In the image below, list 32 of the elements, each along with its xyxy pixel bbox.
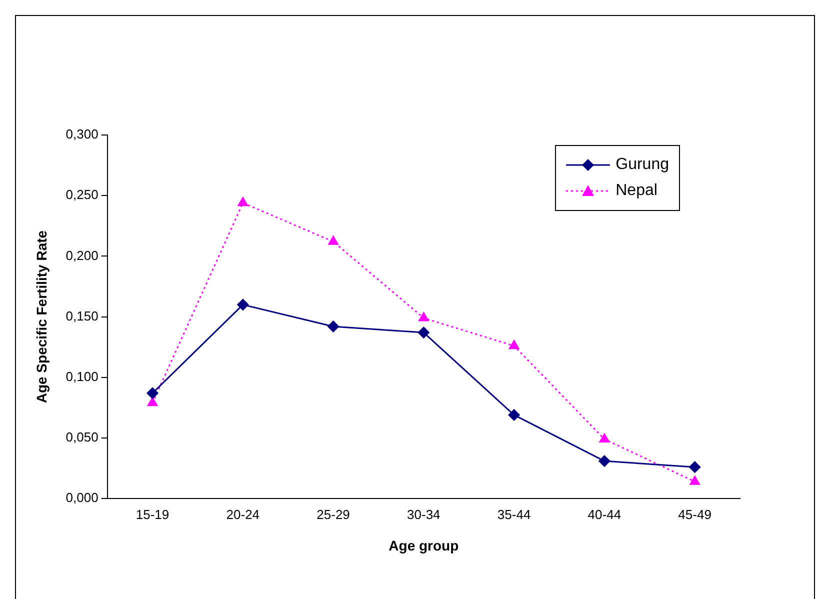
x-tick-label: 15-19 (136, 506, 170, 522)
point (146, 387, 158, 399)
point (690, 476, 700, 485)
point (598, 455, 610, 467)
y-tick-label: 0,250 (66, 187, 98, 202)
point (147, 397, 158, 406)
y-tick-label: 0,150 (66, 308, 98, 324)
legend-label: Gurung (616, 156, 669, 174)
point (689, 461, 701, 473)
x-axis-title: Age group (388, 537, 459, 554)
x-tick-label: 40-44 (588, 506, 622, 522)
x-tick-label: 45-49 (678, 506, 712, 522)
point (328, 236, 338, 245)
x-tick-label: 25-29 (316, 506, 350, 522)
y-tick-label: 0,300 (66, 126, 98, 142)
point (237, 298, 249, 310)
x-tick-label: 35-44 (497, 506, 531, 522)
x-tick-label: 30-34 (407, 506, 440, 522)
point (418, 326, 430, 338)
point (418, 312, 429, 322)
y-axis-title: Age Specific Fertility Rate (33, 230, 50, 404)
point (328, 320, 340, 332)
legend-label: Nepal (616, 182, 658, 200)
point (508, 409, 520, 421)
y-tick-label: 0,000 (66, 490, 98, 506)
x-tick-label: 20-24 (226, 506, 260, 522)
point (238, 197, 248, 206)
y-tick-label: 0,100 (66, 368, 98, 384)
y-tick-label: 0,050 (66, 430, 98, 445)
point (599, 433, 610, 442)
y-tick-label: 0,200 (66, 248, 98, 263)
point (508, 340, 520, 350)
